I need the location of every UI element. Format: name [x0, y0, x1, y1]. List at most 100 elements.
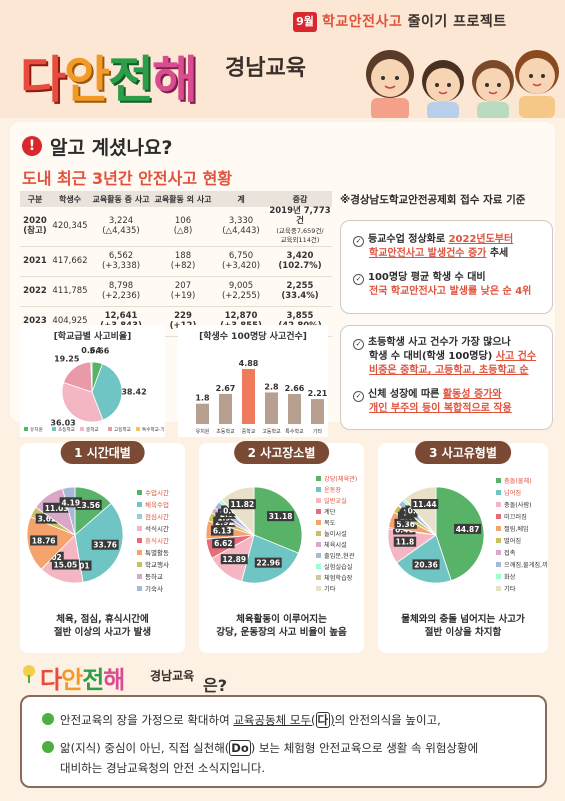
- bar-value-label: 2.66: [285, 384, 305, 393]
- svg-text:22.96: 22.96: [256, 559, 280, 568]
- legend-item: 충돌(사람): [496, 501, 532, 509]
- svg-text:특수학교·기타: 특수학교·기타: [142, 426, 165, 433]
- brand-logo: 다안전해: [20, 40, 198, 112]
- svg-text:놀이시설: 놀이시설: [324, 530, 347, 538]
- svg-text:11.03: 11.03: [45, 504, 69, 513]
- col-header: 계: [214, 191, 268, 207]
- brand-char-1: 다: [40, 666, 62, 694]
- pie-slice: [396, 534, 452, 584]
- legend-item: 점심시간: [137, 512, 169, 521]
- chart-title: [학생수 100명당 사고건수]: [199, 332, 307, 342]
- bar: [288, 394, 301, 424]
- legend-item: 유치원: [24, 426, 43, 433]
- legend-item: 찔림,베임: [496, 525, 529, 533]
- legend-item: 화상: [496, 573, 516, 581]
- students-cell: 417,662: [50, 246, 90, 278]
- section-title: 시간대별: [86, 446, 131, 460]
- brand-char-4: 해: [103, 666, 125, 694]
- bar: [265, 392, 278, 424]
- svg-text:계단: 계단: [324, 508, 336, 516]
- in-cell: 3,224 (△4,435): [90, 207, 152, 248]
- svg-text:으깨짐,물게짐,끼임: 으깨짐,물게짐,끼임: [504, 561, 548, 569]
- svg-text:충돌(사람): 충돌(사람): [504, 501, 532, 509]
- table-row: 2021 417,662 6,562 (+3,338) 188 (+82) 6,75…: [20, 246, 332, 278]
- svg-text:수업시간: 수업시간: [145, 488, 169, 497]
- bar-category-label: 중학교: [242, 428, 256, 435]
- table-row: 2020 (참고) 420,345 3,224 (△4,435) 106 (△8) 3…: [20, 206, 332, 248]
- col-header: 증감: [268, 191, 332, 207]
- svg-text:체육수업: 체육수업: [145, 501, 169, 509]
- info-line-3: 대비하는 경남교육청의 안전 소식지입니다.: [60, 761, 266, 775]
- info-box: 안전교육의 장을 가정으로 확대하여 교육공동체 모두(다)의 안전의식을 높이…: [20, 695, 547, 788]
- callout-highlight: 활동성 증가와: [442, 389, 502, 400]
- pie-slice: [403, 486, 437, 537]
- callout-item: ✓ 신체 성장에 따른 활동성 증가와 개인 부주의 등이 복합적으로 작용: [353, 388, 512, 416]
- change-value: 3,855: [286, 310, 314, 321]
- kids-illustration: [366, 50, 559, 118]
- in-value: 8,798: [108, 280, 134, 291]
- legend-item: 강당(체육관): [316, 475, 357, 483]
- change-cell: 2,255 (33.4%): [268, 276, 332, 308]
- callout-text: 신체 성장에 따른: [368, 389, 443, 400]
- section-num: 2: [247, 446, 256, 460]
- brand-char-1: 다: [20, 51, 66, 109]
- legend-item: 특별활동: [137, 548, 169, 557]
- legend-item: 실험실습실: [316, 563, 353, 571]
- section-type: 3 사고유형별 44.8720.3611.80.465.362.640.281.…: [378, 441, 548, 653]
- section-time: 1 시간대별 13.5633.760.0115.050.0218.763.621…: [20, 441, 185, 653]
- pie-label: 6.13: [210, 525, 234, 536]
- svg-text:복도: 복도: [324, 520, 336, 527]
- svg-text:체육시설: 체육시설: [324, 541, 347, 549]
- legend-item: 체육수업: [137, 501, 169, 509]
- pie-label: 19.25: [54, 354, 80, 363]
- svg-text:3.62: 3.62: [38, 515, 57, 524]
- pie-label: 44.87: [454, 523, 482, 534]
- project-title-dark: 줄이기 프로젝트: [407, 14, 507, 30]
- school-level-pie: 5.66 38.42 36.03 19.250.64 유치원 초등학교 중학교 고등학교 특수학…: [24, 346, 170, 433]
- svg-text:운동장: 운동장: [324, 486, 341, 494]
- per100-bar-chart: 1.8 유치원 2.67 초등학교 4.88 중학교 2.8 고등학교 2.66 특수학교 2.21…: [195, 359, 328, 435]
- pie-label: 11.03: [43, 502, 71, 513]
- svg-text:일반교실: 일반교실: [324, 497, 347, 505]
- svg-text:실험실습실: 실험실습실: [324, 563, 353, 571]
- svg-text:11.8: 11.8: [396, 538, 415, 547]
- brand-char-3: 전: [108, 51, 154, 109]
- pie-label: 15.05: [51, 559, 79, 570]
- pie-label: 13.56: [74, 499, 102, 510]
- year-value: 2020: [23, 215, 47, 226]
- caption-line: 물체와의 충돌 넘어지는 사고가: [401, 614, 525, 625]
- total-value: 6,750: [228, 250, 254, 261]
- pie-slice: [61, 382, 104, 423]
- svg-text:고등학교: 고등학교: [114, 426, 131, 433]
- section-num: 1: [74, 446, 83, 460]
- legend-item: 기숙사: [137, 584, 163, 593]
- callout-text: 초등학생 사고 건수가 가장 많으나: [368, 337, 511, 348]
- kid-1: [366, 50, 414, 118]
- callout-text: 등교수업 정상화로: [368, 234, 449, 245]
- svg-text:5.36: 5.36: [396, 520, 415, 529]
- svg-text:12.89: 12.89: [222, 555, 246, 564]
- pie-label: 20.36: [412, 559, 440, 570]
- type-pie: 44.8720.3611.80.465.362.640.281.990.811.…: [387, 477, 548, 593]
- out-value: 106: [174, 215, 192, 226]
- section-title: 사고장소별: [260, 446, 316, 460]
- bar-category-label: 특수학교: [285, 428, 304, 435]
- info-text: 앎(지식) 중심이 아닌, 직접 실천해(: [60, 741, 230, 755]
- kid-2: [422, 60, 464, 118]
- change-value: 2,255: [286, 280, 314, 291]
- total-value: 3,330: [228, 215, 254, 226]
- total-cell: 6,750 (+3,420): [214, 246, 268, 278]
- bar-value-label: 2.21: [308, 389, 328, 398]
- legend-item: 체육시설: [316, 541, 347, 549]
- legend-item: 떨어짐: [496, 537, 521, 545]
- callout-highlight: 2022년도부터: [448, 234, 514, 245]
- total-cell: 3,330 (△4,443): [214, 207, 268, 248]
- bar-category-label: 유치원: [196, 428, 210, 435]
- table-header-row: 구분 학생수 교육활동 중 사고 교육활동 외 사고 계 증감: [20, 191, 332, 207]
- bar-category-label: 고등학교: [262, 428, 281, 435]
- svg-text:4.19: 4.19: [62, 498, 81, 507]
- col-header: 교육활동 중 사고: [90, 191, 152, 207]
- change-cell: 3,420 (102.7%): [268, 246, 332, 278]
- svg-text:44.87: 44.87: [456, 525, 480, 534]
- legend-item: 넘어짐: [496, 489, 521, 497]
